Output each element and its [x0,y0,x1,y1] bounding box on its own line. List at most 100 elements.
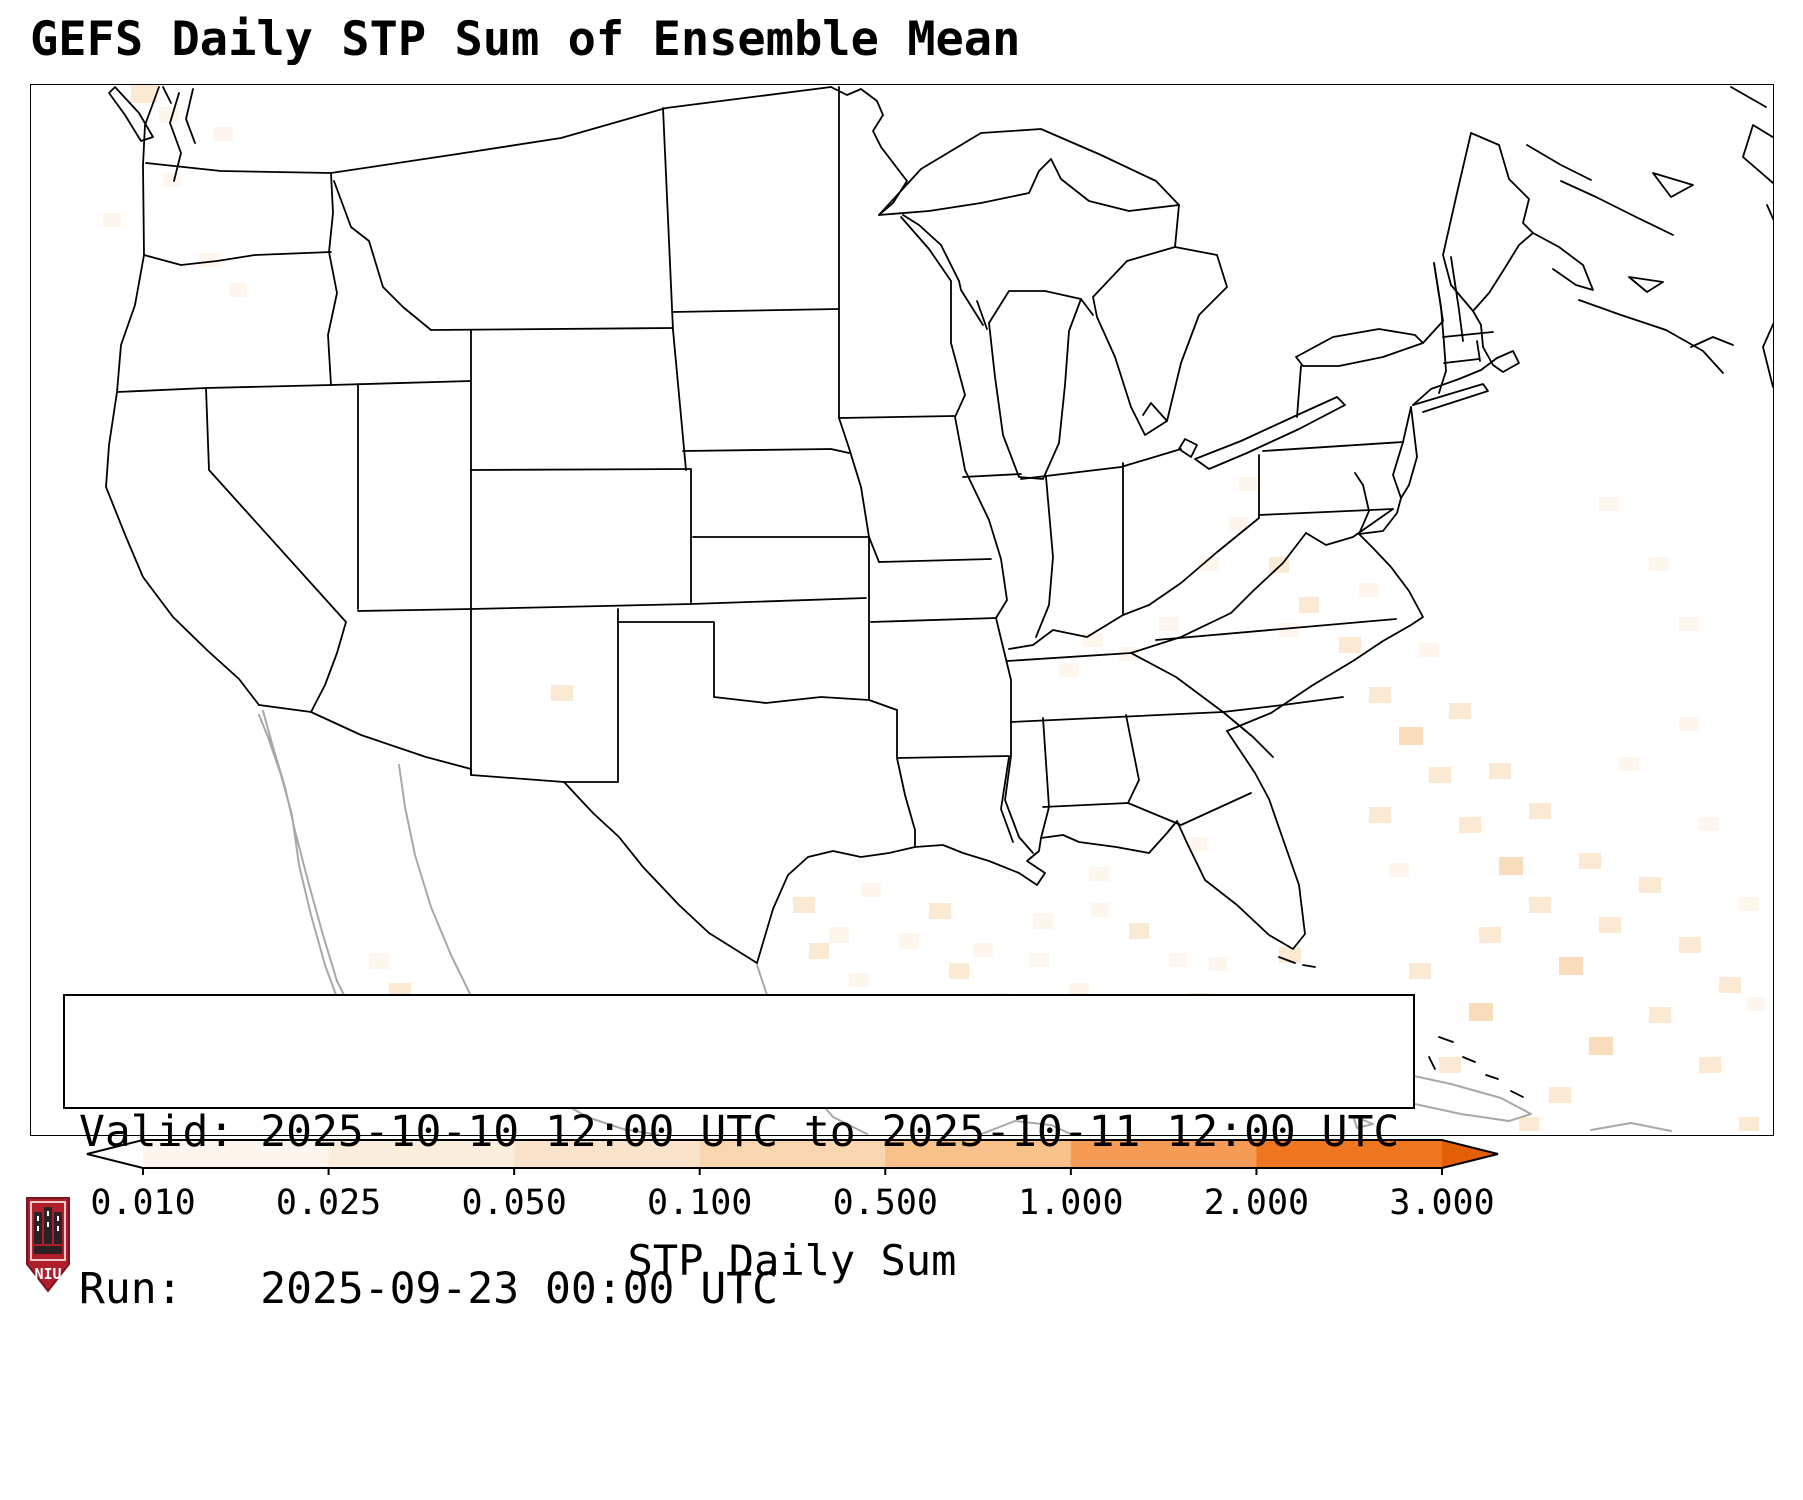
logo-text: NIU [34,1265,61,1283]
logo-inner-border [30,1201,66,1261]
stp-patch [1069,983,1089,997]
stp-patch [199,253,219,267]
run-time-line: Run: 2025-09-23 00:00 UTC [79,1264,778,1315]
stp-patch [1499,857,1523,875]
figure-title: GEFS Daily STP Sum of Ensemble Mean [30,12,1021,67]
stp-patch [899,933,919,949]
baja-coastline [258,710,350,1006]
colorbar-tick-label: 0.010 [90,1183,196,1223]
stp-patch [1649,557,1669,571]
stp-patch [131,85,157,103]
stp-patch [1209,957,1227,971]
stp-patch [1199,557,1219,571]
colorbar-tick-label: 0.050 [461,1183,567,1223]
colorbar-tick-label: 2.000 [1203,1183,1310,1223]
stp-patch [1529,897,1551,913]
stp-patch [1129,923,1149,939]
stp-patch [861,883,881,897]
colorbar-segment [328,1140,515,1168]
isla-juventud-coastline [1352,1115,1374,1129]
stp-patch [1033,913,1053,929]
stp-patch [1639,877,1661,893]
colorbar-segment [143,1140,330,1168]
colorbar-tick-labels: 0.010 0.025 0.050 0.100 0.500 1.000 2.000 3.000 [0,1183,1803,1227]
stp-patch [369,953,389,969]
stp-patch [1409,963,1431,979]
stp-patch [1359,583,1379,597]
stp-patch [1719,977,1741,993]
colorbar-segment [514,1140,701,1168]
stp-patch [1083,633,1103,647]
stp-patch [1469,1003,1493,1021]
niu-logo: NIU [26,1197,70,1293]
map-frame: Valid: 2025-10-10 12:00 UTC to 2025-10-1… [30,84,1774,1314]
colorbar-segment [1256,1140,1443,1168]
stp-patch [1369,687,1391,703]
stp-patch [551,685,573,701]
stp-patch [1679,617,1699,631]
stp-patch [1619,757,1639,771]
stp-patch [1459,817,1481,833]
colorbar-tick-label: 0.500 [832,1183,938,1223]
stp-patch [1091,903,1109,917]
stp-patch [1559,957,1583,975]
stp-patch [1679,937,1701,953]
stp-patch [1299,597,1319,613]
stp-patch [1059,663,1079,677]
stp-patch [1089,867,1109,881]
stp-patch [1489,763,1511,779]
stp-patch [849,973,869,987]
stp-patch [1279,623,1299,637]
stp-patch [829,927,849,943]
stp-patch [159,107,179,123]
yucatan-coastline [978,1120,1074,1135]
castle-windows [37,1211,59,1231]
stp-patch [1339,637,1361,653]
colorbar-tick-label: 3.000 [1389,1183,1495,1223]
stp-patch [1479,927,1501,943]
stp-patch [973,943,993,957]
stp-patch [1649,1007,1671,1023]
stp-patch [1419,643,1439,657]
colorbar-axis-label: STP Daily Sum [627,1236,957,1285]
island-coastline [1590,1122,1672,1132]
stp-patch [1529,803,1551,819]
stp-patch [1449,703,1471,719]
stp-patch [1579,853,1601,869]
colorbar [86,1139,1499,1175]
stp-patch [213,127,233,141]
colorbar-segment [885,1140,1072,1168]
stp-patch [929,903,951,919]
stp-patch [1589,1037,1613,1055]
stp-patch [1699,817,1719,831]
stp-patch [1747,997,1765,1011]
stp-patch [103,213,121,227]
colorbar-tick-label: 0.100 [647,1183,753,1223]
stp-patch [1699,1057,1721,1073]
valid-time-line: Valid: 2025-10-10 12:00 UTC to 2025-10-1… [79,1106,1400,1157]
stp-patch [1739,1117,1759,1131]
stp-patch [1369,807,1391,823]
stp-patch [1159,617,1179,631]
colorbar-segment [87,1140,143,1168]
us-borders-and-coastlines [105,86,1773,1098]
stp-patch [1599,497,1619,511]
stp-patch [1599,917,1621,933]
stp-patch [1029,953,1049,967]
stp-patch [793,897,815,913]
stp-patch [1679,717,1699,731]
stp-patch [949,963,969,979]
stp-patch [1229,517,1249,531]
colorbar-outline [86,1139,1499,1169]
stp-patch [1439,1057,1461,1073]
colorbar-segment [1070,1140,1258,1168]
colorbar-segment [699,1140,886,1168]
stp-patch [1739,897,1759,911]
stp-data-patches [103,85,1765,1131]
stp-patch [809,943,829,959]
stp-patch [1399,727,1423,745]
colorbar-segment [1442,1140,1498,1168]
stp-patch [1239,477,1257,491]
stp-patch [1169,953,1187,967]
